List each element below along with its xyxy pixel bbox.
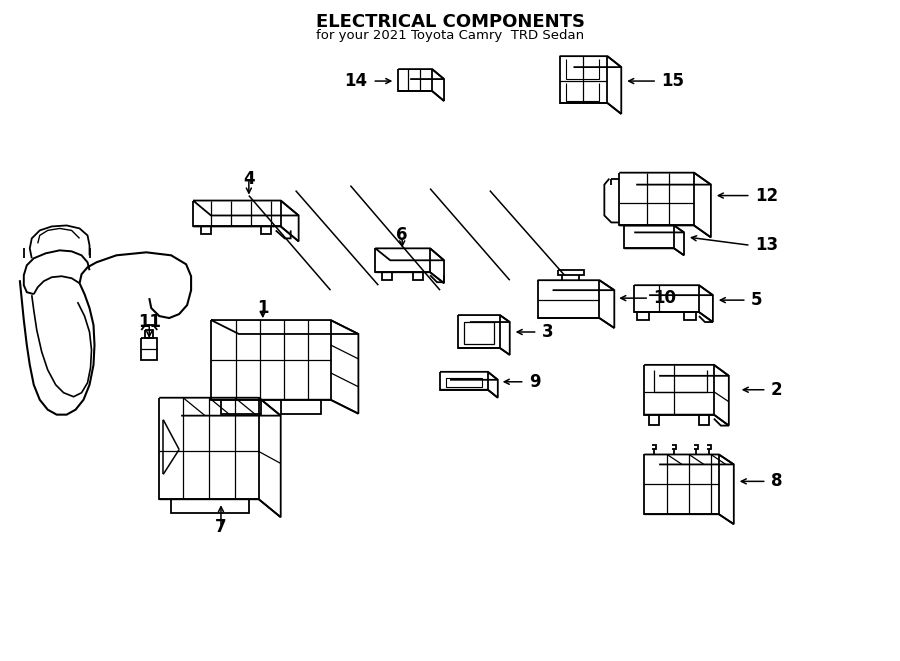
Text: ELECTRICAL COMPONENTS: ELECTRICAL COMPONENTS (316, 13, 584, 31)
Text: 10: 10 (653, 289, 676, 307)
Text: 7: 7 (215, 518, 227, 536)
Text: 9: 9 (528, 373, 540, 391)
Text: 2: 2 (770, 381, 782, 399)
Text: 1: 1 (257, 299, 268, 317)
Text: 11: 11 (138, 313, 161, 331)
Text: 15: 15 (662, 72, 684, 90)
Text: 5: 5 (751, 291, 762, 309)
Text: 13: 13 (755, 237, 778, 254)
Text: for your 2021 Toyota Camry  TRD Sedan: for your 2021 Toyota Camry TRD Sedan (316, 29, 584, 42)
Text: 12: 12 (755, 186, 778, 204)
Text: 4: 4 (243, 170, 255, 188)
Text: 3: 3 (542, 323, 554, 341)
Text: 14: 14 (344, 72, 367, 90)
Text: 6: 6 (397, 227, 408, 245)
Text: 8: 8 (770, 473, 782, 490)
